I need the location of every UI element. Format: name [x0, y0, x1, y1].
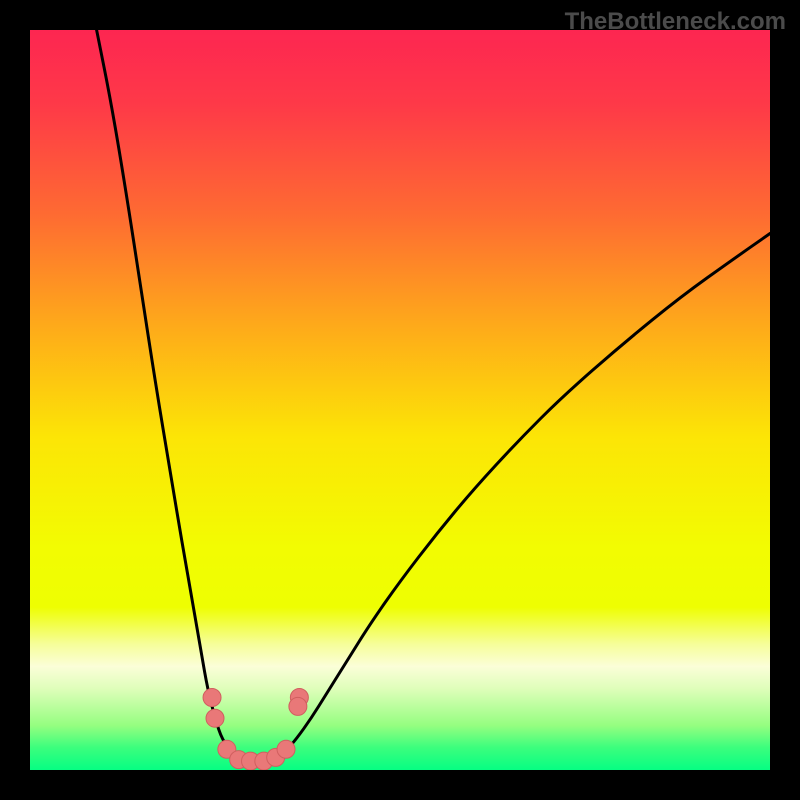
chart-frame: TheBottleneck.com: [0, 0, 800, 800]
chart-svg: [0, 0, 800, 800]
marker-dot: [206, 709, 224, 727]
marker-dot: [203, 688, 221, 706]
marker-dot: [289, 697, 307, 715]
watermark-text: TheBottleneck.com: [565, 8, 786, 36]
marker-dot: [277, 740, 295, 758]
